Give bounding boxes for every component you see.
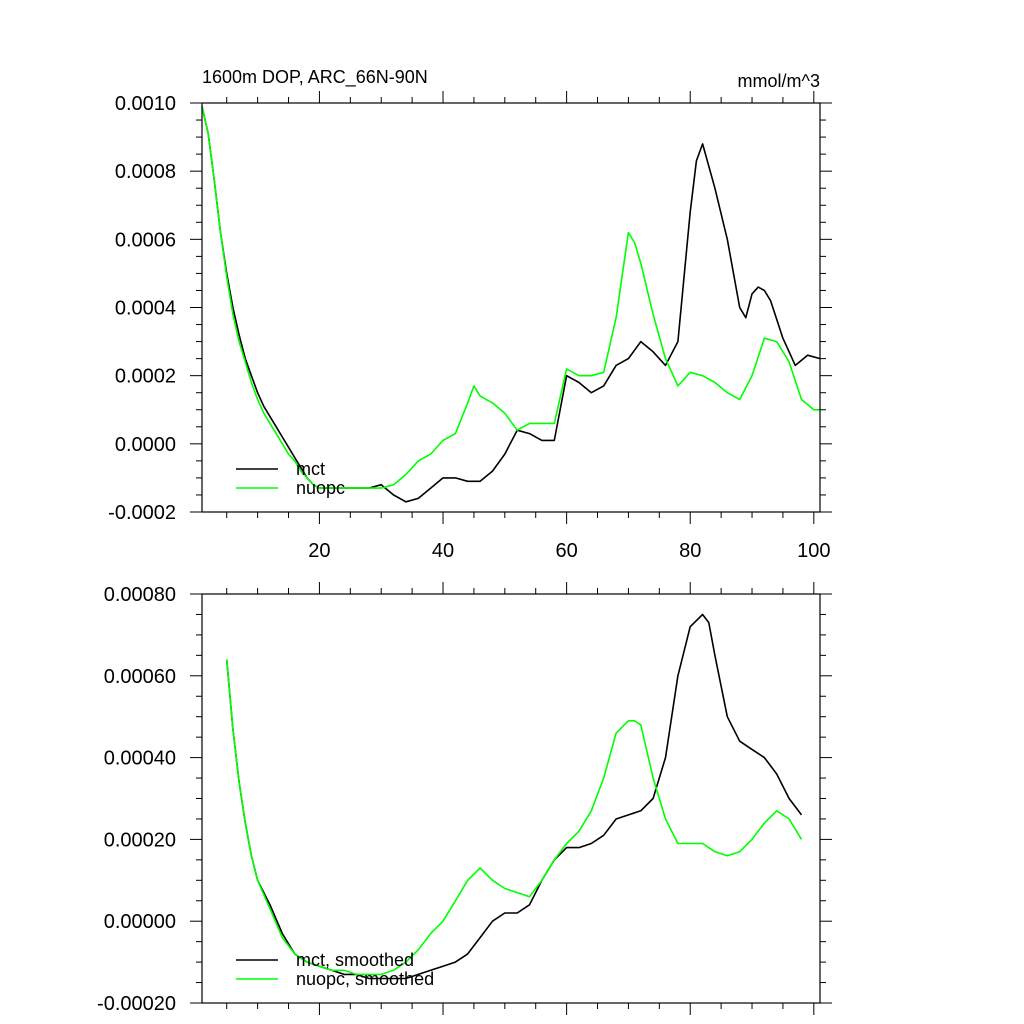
- x-tick-label: 20: [308, 540, 330, 562]
- y-tick-label: -0.00020: [97, 993, 176, 1015]
- series-line-nuopc-smoothed: [225, 659, 803, 976]
- axis-ticks: 20 40 60 80 100 -0.0002 0.0000 0.0002 0.0004 0.00…: [108, 91, 832, 562]
- series-line-nuopc: [201, 106, 820, 489]
- units-label: mmol/m^3: [738, 71, 820, 91]
- plot-frame: [201, 593, 821, 1004]
- axis-ticks: -0.00020 0.00000 0.00020 0.00040 0.00060 0.00…: [97, 582, 832, 1015]
- x-tick-label: 60: [555, 540, 577, 562]
- legend-label: mct: [296, 459, 325, 479]
- series-lines: [201, 106, 821, 503]
- y-tick-label: 0.0006: [115, 229, 176, 251]
- y-tick-label: 0.0000: [115, 434, 176, 456]
- legend-label: nuopc: [296, 478, 345, 498]
- x-tick-label: 40: [432, 540, 454, 562]
- y-tick-label: 0.0010: [115, 93, 176, 115]
- x-tick-label: 80: [679, 540, 701, 562]
- chart-title: 1600m DOP, ARC_66N-90N: [202, 67, 428, 88]
- plot-frame: [201, 102, 821, 513]
- top-panel: 1600m DOP, ARC_66N-90N mmol/m^3 20 40 60 80…: [108, 67, 832, 562]
- bottom-panel: -0.00020 0.00000 0.00020 0.00040 0.00060 0.00…: [97, 582, 832, 1015]
- y-tick-label: -0.0002: [108, 502, 176, 524]
- y-tick-label: 0.00000: [104, 911, 176, 933]
- series-line-mct: [201, 106, 821, 503]
- x-tick-label: 100: [797, 540, 830, 562]
- y-tick-label: 0.0008: [115, 161, 176, 183]
- series-lines: [225, 613, 803, 980]
- legend-label: mct, smoothed: [296, 950, 414, 970]
- y-tick-label: 0.00080: [104, 584, 176, 606]
- series-line-mct-smoothed: [225, 613, 803, 980]
- y-tick-label: 0.00020: [104, 829, 176, 851]
- legend-label: nuopc, smoothed: [296, 969, 434, 989]
- y-tick-label: 0.00060: [104, 666, 176, 688]
- y-tick-label: 0.00040: [104, 748, 176, 770]
- y-tick-label: 0.0004: [115, 298, 176, 320]
- y-tick-label: 0.0002: [115, 366, 176, 388]
